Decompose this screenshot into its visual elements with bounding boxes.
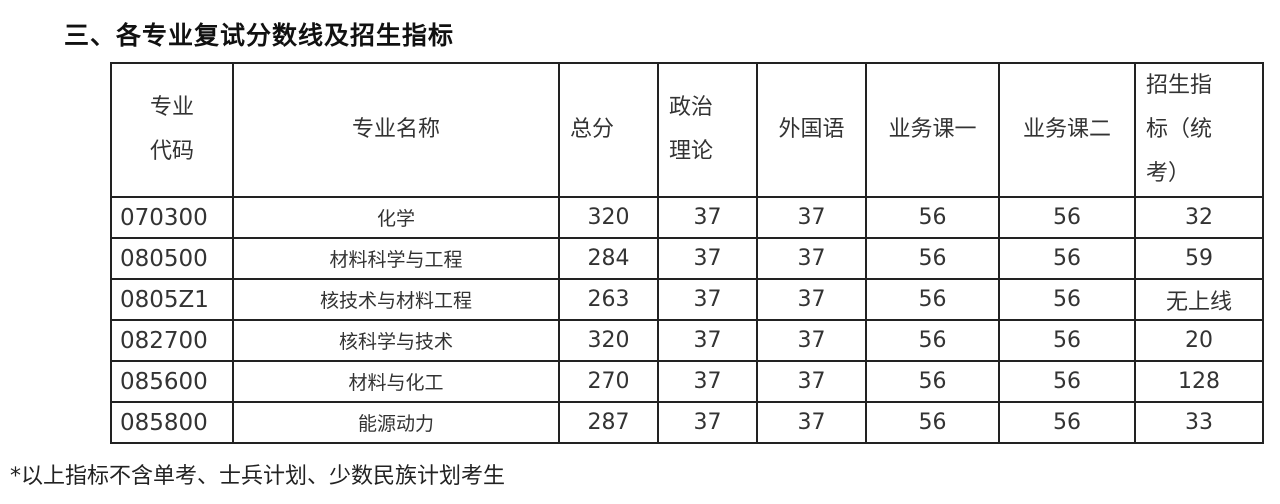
table-cell: 085800 (110, 401, 234, 444)
column-header-label: 总分 (570, 117, 615, 142)
column-header: 总分 (558, 62, 659, 198)
table-cell: 085600 (110, 360, 234, 403)
table-cell: 核科学与技术 (232, 319, 560, 362)
header-row: 专业代码 专业名称 总分 政治理论 外国语 业务课一 业务课二 招生指标（统考） (110, 62, 1264, 198)
table-cell: 56 (998, 196, 1136, 239)
table-cell: 263 (558, 278, 659, 321)
table-cell: 32 (1134, 196, 1264, 239)
table-cell: 核技术与材料工程 (232, 278, 560, 321)
table-cell: 56 (998, 401, 1136, 444)
table-cell: 56 (865, 237, 1000, 280)
table-cell: 37 (756, 319, 867, 362)
column-header: 业务课一 (865, 62, 1000, 198)
table-cell: 320 (558, 319, 659, 362)
table-cell: 56 (998, 360, 1136, 403)
table-row: 070300 化学 320 37 37 56 56 32 (110, 196, 1264, 239)
table-cell: 082700 (110, 319, 234, 362)
table-cell: 材料与化工 (232, 360, 560, 403)
table-row: 082700 核科学与技术 320 37 37 56 56 20 (110, 319, 1264, 362)
table-cell: 56 (865, 401, 1000, 444)
column-header: 专业名称 (232, 62, 560, 198)
table-cell: 128 (1134, 360, 1264, 403)
table-cell: 37 (756, 401, 867, 444)
column-header-label: 招生指标（统考） (1146, 73, 1213, 186)
table-cell: 56 (998, 237, 1136, 280)
column-header: 专业代码 (110, 62, 234, 198)
table-cell: 能源动力 (232, 401, 560, 444)
table-cell: 20 (1134, 319, 1264, 362)
table-cell: 无上线 (1134, 278, 1264, 321)
table-cell: 37 (657, 319, 758, 362)
table-cell: 56 (865, 196, 1000, 239)
score-table: 专业代码 专业名称 总分 政治理论 外国语 业务课一 业务课二 招生指标（统考） 070300… (110, 62, 1264, 444)
table-cell: 080500 (110, 237, 234, 280)
table-cell: 0805Z1 (110, 278, 234, 321)
table-cell: 56 (865, 278, 1000, 321)
table-cell: 287 (558, 401, 659, 444)
section-title: 三、各专业复试分数线及招生指标 (64, 21, 455, 50)
table-cell: 320 (558, 196, 659, 239)
table-cell: 37 (657, 278, 758, 321)
table-cell: 37 (756, 278, 867, 321)
table-cell: 56 (998, 319, 1136, 362)
table-cell: 37 (756, 360, 867, 403)
table-cell: 材料科学与工程 (232, 237, 560, 280)
table-row: 0805Z1 核技术与材料工程 263 37 37 56 56 无上线 (110, 278, 1264, 321)
column-header-label: 政治理论 (669, 95, 714, 164)
column-header-label: 外国语 (778, 117, 845, 142)
table-cell: 37 (657, 237, 758, 280)
column-header-label: 业务课二 (1022, 117, 1111, 142)
table-cell: 化学 (232, 196, 560, 239)
column-header: 政治理论 (657, 62, 758, 198)
column-header: 招生指标（统考） (1134, 62, 1264, 198)
footnote: *以上指标不含单考、士兵计划、少数民族计划考生 (10, 464, 506, 489)
table-cell: 56 (865, 360, 1000, 403)
table-cell: 070300 (110, 196, 234, 239)
table-cell: 37 (657, 401, 758, 444)
table-cell: 37 (657, 196, 758, 239)
table-cell: 33 (1134, 401, 1264, 444)
table-row: 085600 材料与化工 270 37 37 56 56 128 (110, 360, 1264, 403)
table-row: 085800 能源动力 287 37 37 56 56 33 (110, 401, 1264, 444)
table-cell: 56 (998, 278, 1136, 321)
column-header-label: 业务课一 (888, 117, 977, 142)
table-cell: 59 (1134, 237, 1264, 280)
table-cell: 37 (756, 196, 867, 239)
table-cell: 270 (558, 360, 659, 403)
column-header: 业务课二 (998, 62, 1136, 198)
table-row: 080500 材料科学与工程 284 37 37 56 56 59 (110, 237, 1264, 280)
table-cell: 37 (657, 360, 758, 403)
table-cell: 284 (558, 237, 659, 280)
column-header: 外国语 (756, 62, 867, 198)
column-header-label: 专业名称 (351, 117, 440, 142)
column-header-label: 专业代码 (150, 95, 195, 164)
table-cell: 56 (865, 319, 1000, 362)
table-cell: 37 (756, 237, 867, 280)
